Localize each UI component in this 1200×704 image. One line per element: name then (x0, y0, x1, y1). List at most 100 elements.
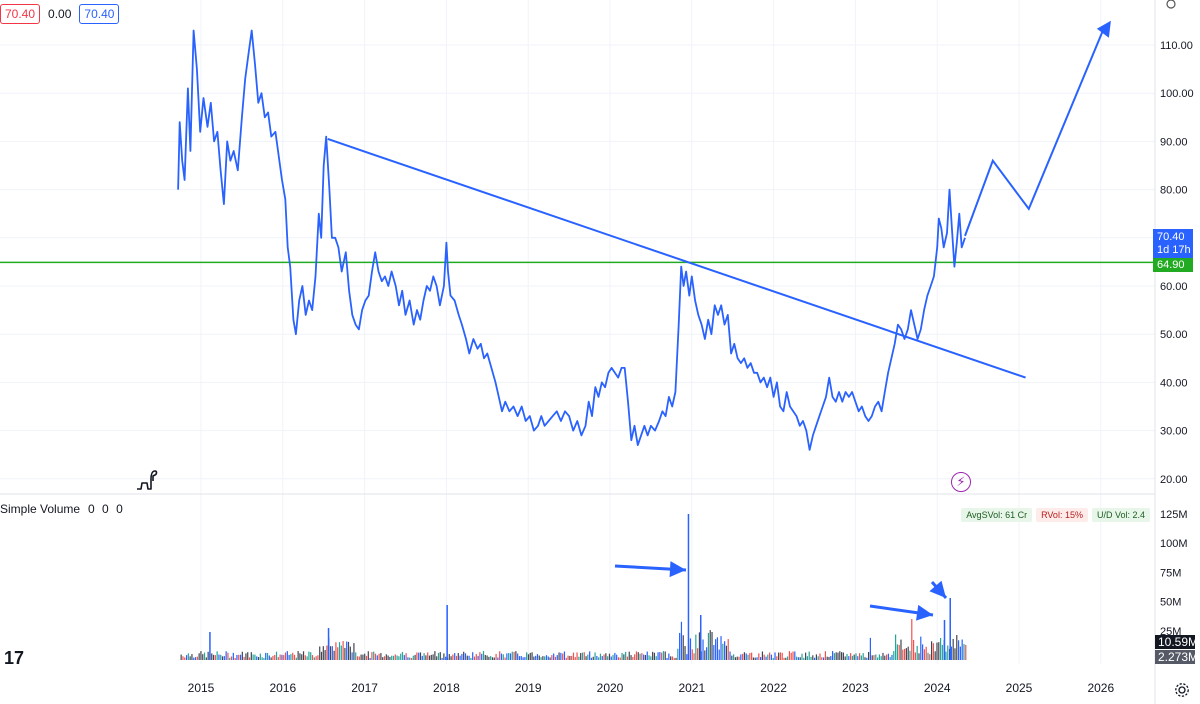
volume-bar (437, 652, 440, 660)
bid-price[interactable]: 70.40 (0, 4, 41, 24)
volume-bar (236, 654, 238, 660)
relative-volume-badge: RVol: 15% (1036, 508, 1088, 522)
trendline[interactable] (327, 138, 1026, 379)
volume-bar (574, 657, 576, 660)
volume-bar (905, 648, 907, 660)
volume-bar (956, 635, 958, 660)
volume-bar-spike (949, 598, 951, 660)
volume-bar (785, 657, 787, 660)
price-tick-label: 90.00 (1160, 136, 1188, 148)
volume-bar (297, 651, 299, 660)
volume-bar (326, 645, 328, 660)
volume-bar (718, 649, 720, 660)
volume-bar (457, 653, 459, 660)
last-volume-tag: 10.59M (1155, 635, 1198, 649)
volume-bar (851, 655, 854, 660)
volume-bar (945, 651, 947, 660)
annotation-arrow-head (916, 604, 933, 621)
volume-bar (715, 639, 717, 660)
time-tick-label: 2017 (351, 681, 378, 695)
volume-bar (452, 654, 454, 660)
volume-bar (864, 657, 866, 660)
volume-bar (884, 655, 886, 660)
volume-tick-label: 75M (1160, 567, 1181, 579)
volume-bar (407, 657, 409, 660)
volume-bar (740, 654, 742, 660)
volume-bar (385, 654, 387, 660)
volume-bar (427, 652, 429, 660)
tradingview-logo[interactable]: 17 (4, 648, 25, 668)
annotation-arrows (614, 561, 948, 621)
volume-bar (961, 639, 963, 660)
volume-bar (954, 648, 956, 660)
volume-bar (659, 652, 661, 660)
volume-bar (295, 657, 297, 660)
ask-price[interactable]: 70.40 (79, 4, 120, 24)
volume-bar (776, 656, 778, 660)
volume-bar (716, 637, 719, 660)
volume-bar (965, 644, 967, 660)
volume-bar (920, 636, 922, 660)
volume-bar (781, 652, 783, 660)
volume-bar (733, 654, 735, 660)
volume-bar (664, 651, 666, 660)
volume-bar (898, 644, 900, 660)
time-tick-label: 2021 (678, 681, 705, 695)
volume-bar (601, 656, 603, 660)
pane-menu-icon[interactable] (1164, 0, 1178, 10)
annotation-arrow-head (929, 580, 946, 598)
volume-bar (481, 653, 483, 660)
volume-bar (313, 657, 315, 660)
settings-gear-icon[interactable] (1174, 682, 1190, 698)
volume-bar (301, 654, 303, 660)
volume-bar (626, 656, 629, 660)
volume-bar (912, 639, 915, 660)
lightning-icon[interactable]: ⚡ (951, 472, 971, 492)
volume-bar (774, 652, 776, 660)
volume-bar (524, 657, 526, 660)
volume-bar-spike (209, 632, 211, 660)
volume-bar (423, 653, 425, 660)
volume-bar (693, 653, 695, 660)
volume-bar (779, 652, 782, 660)
volume-bar (767, 654, 769, 660)
volume-bar (621, 652, 623, 660)
volume-bar (353, 643, 355, 660)
volume-bar (580, 653, 582, 660)
dinosaur-icon[interactable] (133, 467, 159, 493)
volume-bar (706, 647, 708, 660)
volume-bar (247, 652, 249, 660)
projection-path[interactable] (964, 25, 1106, 237)
volume-bar (439, 652, 441, 660)
volume-overlay-values: 0 0 0 (88, 502, 125, 516)
volume-bar (533, 656, 535, 660)
volume-bar (835, 652, 837, 660)
volume-bar (470, 657, 472, 660)
volume-bar (331, 646, 333, 660)
volume-bar (594, 652, 596, 660)
volume-bar (731, 655, 733, 660)
volume-bar (925, 646, 927, 660)
volume-bar (196, 656, 198, 660)
volume-bar (639, 653, 641, 660)
annotation-arrow (614, 561, 687, 578)
volume-bar (463, 651, 465, 660)
volume-bar (212, 654, 215, 660)
time-axis[interactable]: 2015 2016 2017 2018 2019 2020 2021 2022 2023 2024… (188, 681, 1115, 695)
volume-bar (281, 654, 283, 660)
volume-legend[interactable]: Simple Volume 0 0 0 (0, 502, 125, 516)
volume-bar (349, 646, 351, 660)
price-series-line[interactable] (177, 29, 966, 451)
volume-bar (500, 653, 503, 660)
volume-bar (727, 639, 729, 660)
volume-bar (544, 656, 546, 660)
volume-bar (709, 630, 711, 660)
volume-bar (369, 657, 371, 660)
volume-bar (351, 652, 353, 660)
volume-bar (680, 621, 683, 660)
volume-bar (324, 650, 326, 660)
volume-bar (936, 642, 938, 660)
volume-bar (765, 656, 767, 660)
volume-bar (801, 653, 803, 660)
